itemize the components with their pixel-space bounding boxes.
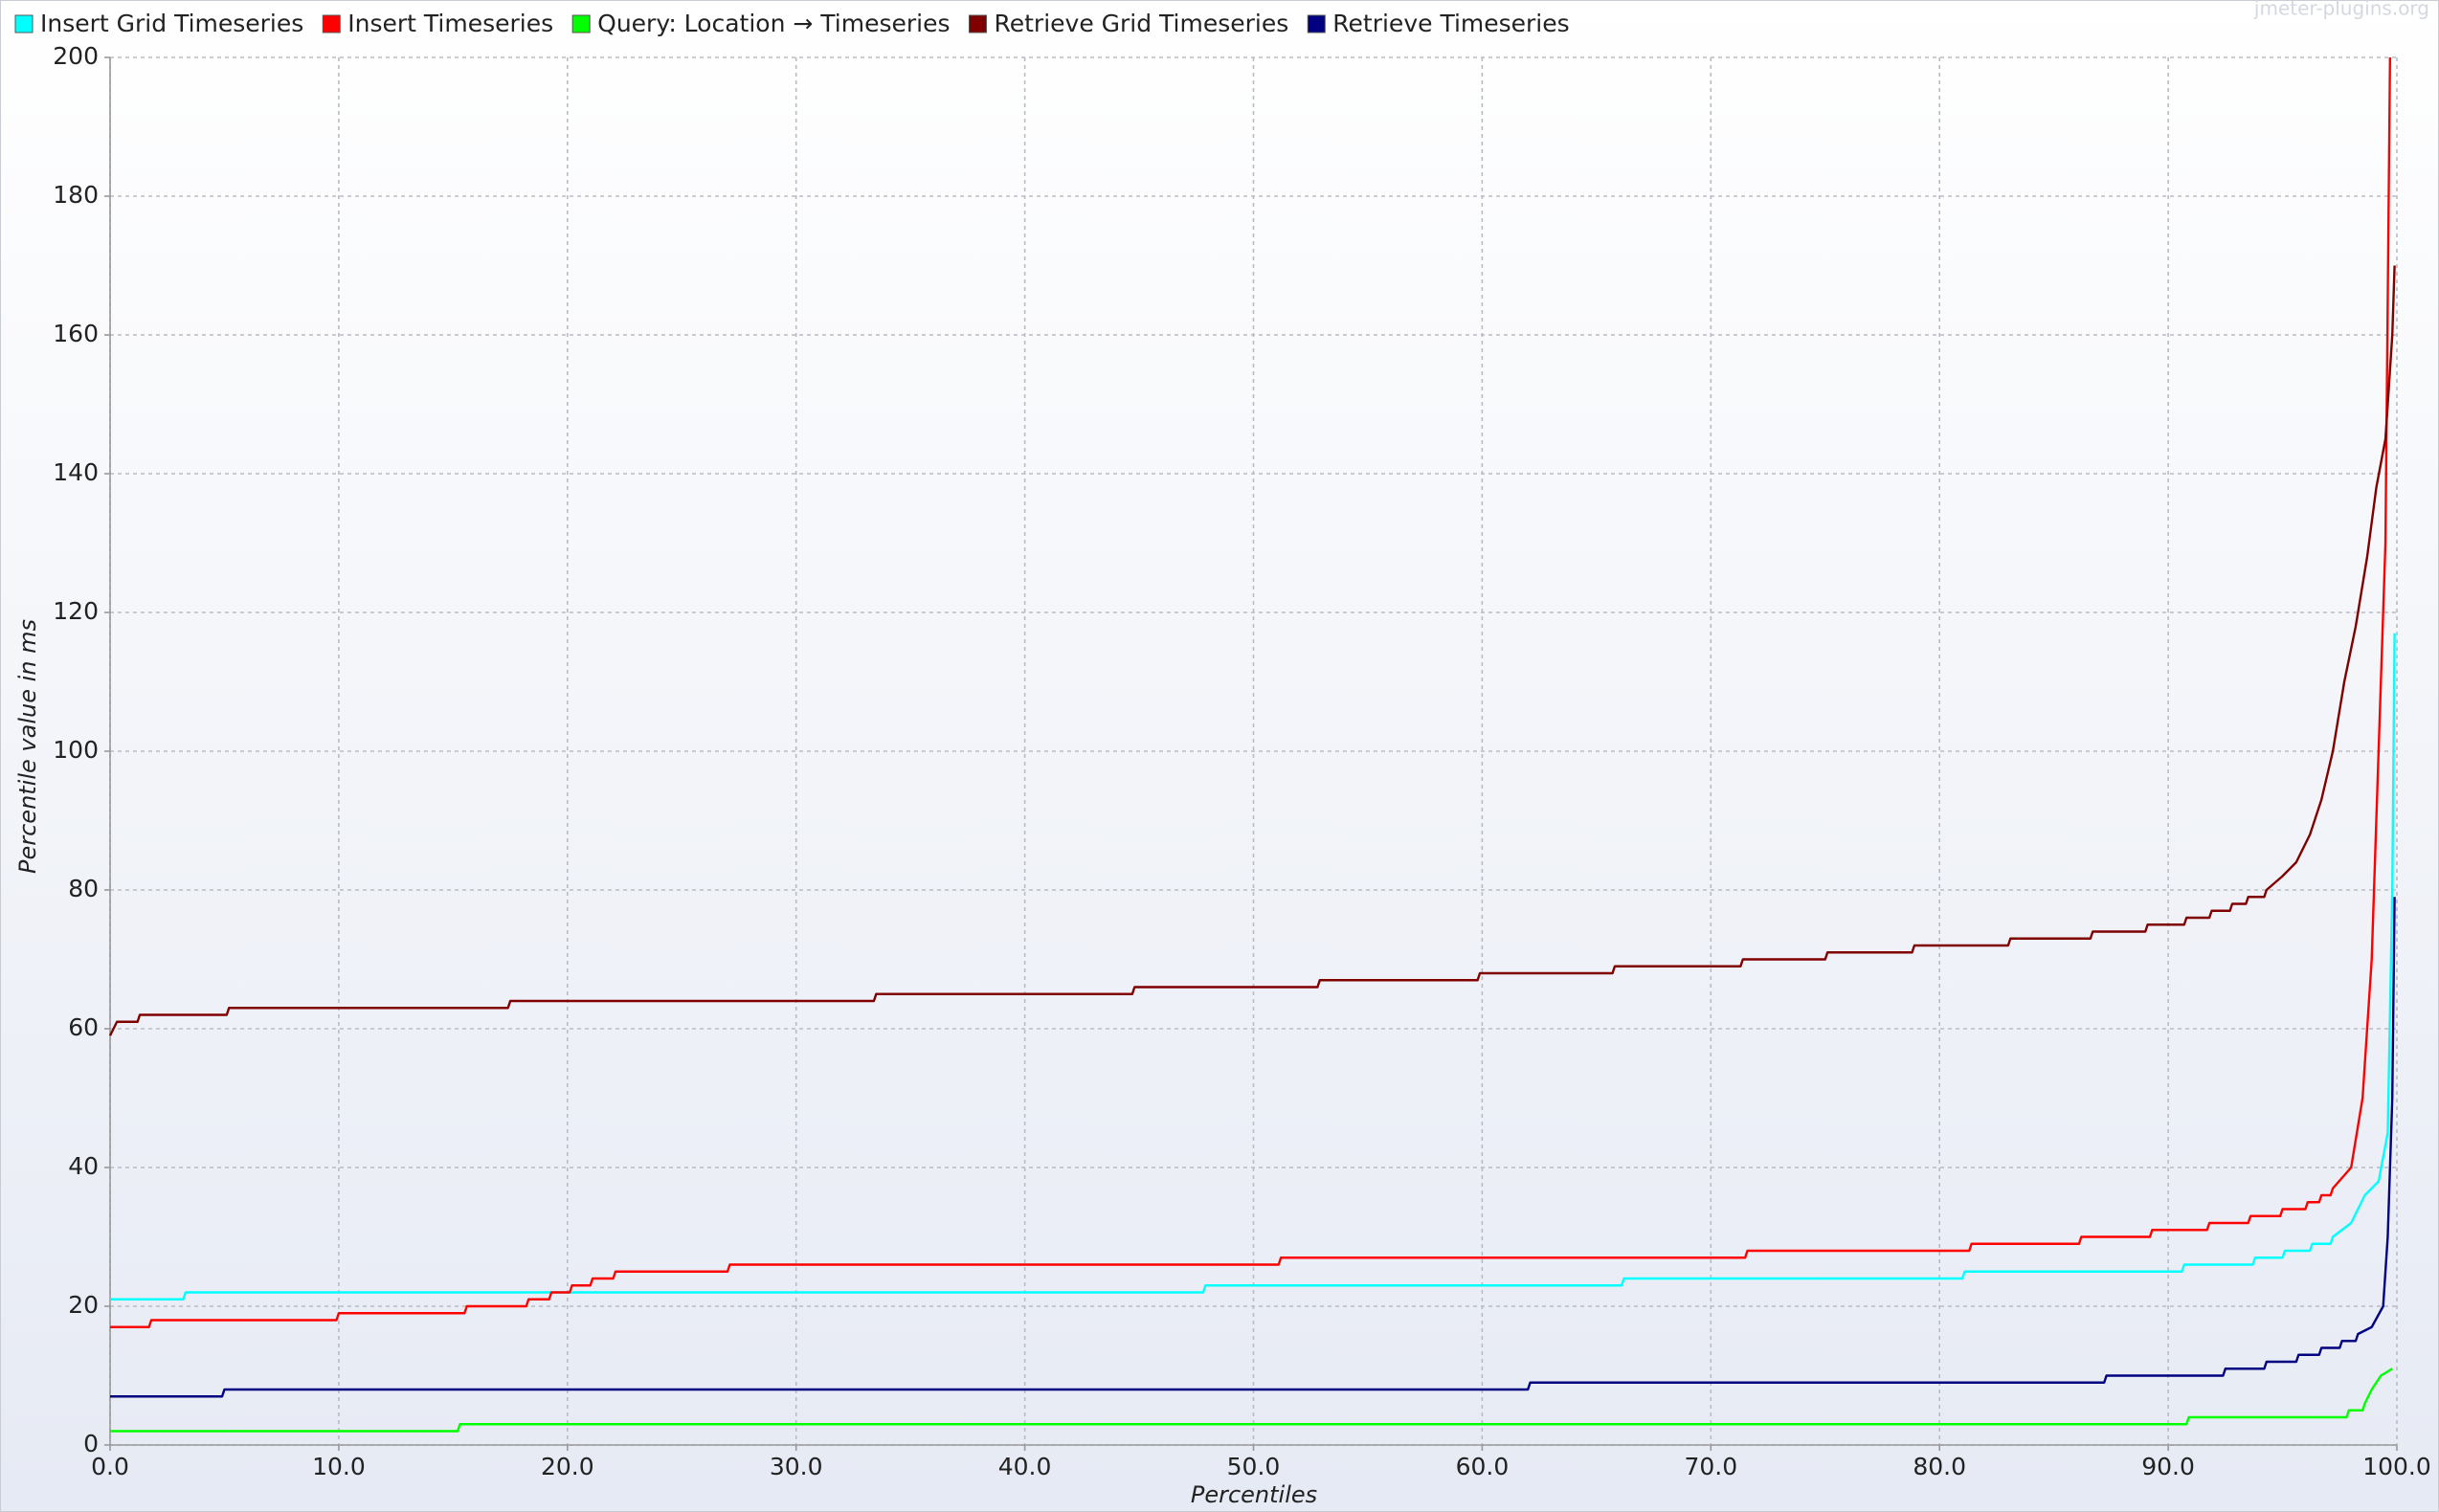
y-tick-label: 140	[53, 458, 99, 486]
x-tick-label: 100.0	[2362, 1453, 2431, 1480]
x-tick-label: 20.0	[541, 1453, 594, 1480]
y-tick-label: 100	[53, 736, 99, 764]
y-tick-label: 120	[53, 597, 99, 625]
legend-swatch	[571, 14, 591, 33]
legend-swatch	[14, 14, 34, 33]
legend-label: Retrieve Grid Timeseries	[994, 10, 1288, 37]
x-tick-label: 80.0	[1913, 1453, 1966, 1480]
series-line	[110, 56, 2392, 1328]
watermark: jmeter-plugins.org	[2253, 0, 2429, 20]
x-tick-label: 50.0	[1227, 1453, 1281, 1480]
y-tick-label: 180	[53, 181, 99, 209]
legend-label: Insert Timeseries	[347, 10, 553, 37]
x-tick-label: 0.0	[91, 1453, 129, 1480]
y-tick-label: 40	[68, 1152, 99, 1180]
legend-label: Query: Location → Timeseries	[597, 10, 950, 37]
legend: Insert Grid Timeseries Insert Timeseries Q…	[14, 10, 1570, 37]
y-tick-label: 200	[53, 42, 99, 70]
y-tick-label: 0	[83, 1430, 99, 1457]
y-tick-label: 60	[68, 1013, 99, 1041]
x-tick-label: 10.0	[312, 1453, 366, 1480]
series-line	[110, 633, 2396, 1301]
x-axis-label: Percentiles	[1191, 1481, 1317, 1508]
x-tick-label: 90.0	[2141, 1453, 2195, 1480]
series-line	[108, 265, 2396, 1036]
series-line	[110, 1367, 2393, 1433]
y-tick-label: 80	[68, 875, 99, 902]
x-tick-label: 60.0	[1456, 1453, 1510, 1480]
legend-swatch	[968, 14, 987, 33]
series-line	[110, 897, 2396, 1398]
legend-swatch	[1307, 14, 1326, 33]
x-tick-label: 70.0	[1684, 1453, 1737, 1480]
legend-label: Insert Grid Timeseries	[40, 10, 303, 37]
x-tick-label: 30.0	[770, 1453, 823, 1480]
legend-swatch	[322, 14, 341, 33]
legend-label: Retrieve Timeseries	[1332, 10, 1569, 37]
y-axis-label: Percentile value in ms	[14, 619, 41, 874]
y-tick-label: 160	[53, 320, 99, 347]
y-tick-label: 20	[68, 1291, 99, 1319]
x-tick-label: 40.0	[998, 1453, 1052, 1480]
